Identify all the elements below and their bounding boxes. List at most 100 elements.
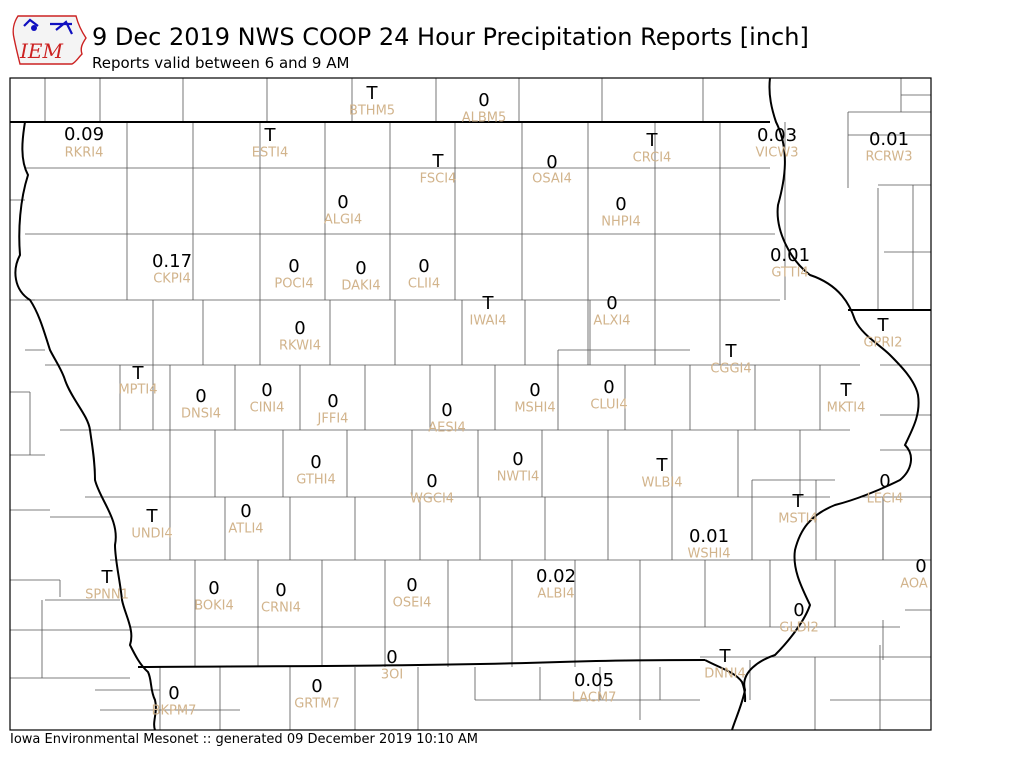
station-value: 0.09: [64, 124, 104, 145]
station-value: T: [101, 567, 114, 588]
station-id-label: POCI4: [274, 277, 313, 292]
station-id-label: RCRW3: [865, 150, 912, 165]
station-id-label: NHPI4: [601, 215, 640, 230]
station-id-label: WLBI4: [641, 476, 682, 491]
station-id-label: ALXI4: [593, 314, 630, 329]
station-id-label: CLUI4: [590, 398, 627, 413]
station-id-label: BKPM7: [152, 704, 197, 719]
station-id-label: BOKI4: [194, 599, 234, 614]
station-id-label: OSAI4: [532, 172, 572, 187]
station-value: 0.02: [536, 566, 576, 587]
station-value: 0: [288, 256, 299, 277]
county-lines: [10, 78, 931, 730]
station-value: T: [877, 315, 890, 336]
station-id-label: DNNI4: [704, 667, 746, 682]
station-value: 0: [208, 578, 219, 599]
station-id-label: GLDI2: [779, 621, 818, 636]
station-id-label: RKRI4: [65, 146, 104, 161]
station-value: 0: [311, 676, 322, 697]
station-id-label: CINI4: [250, 401, 285, 416]
station-id-label: WGCI4: [410, 492, 454, 507]
station-id-label: SPNN1: [85, 588, 129, 603]
station-value: T: [366, 83, 379, 104]
station-value: 0.03: [757, 125, 797, 146]
station-value: 0: [546, 152, 557, 173]
des-moines-river-border: [704, 659, 747, 703]
station-id-label: NWTI4: [497, 470, 540, 485]
station-value: 0: [879, 471, 890, 492]
chart-title: 9 Dec 2019 NWS COOP 24 Hour Precipitatio…: [92, 23, 809, 51]
station-id-label: AESI4: [428, 421, 465, 436]
chart-subtitle: Reports valid between 6 and 9 AM: [92, 54, 350, 72]
state-borders: [10, 78, 931, 730]
station-id-label: MPTI4: [118, 383, 157, 398]
station-id-label: MKTI4: [827, 401, 866, 416]
station-id-label: GTTI4: [771, 266, 808, 281]
station-id-label: CLII4: [408, 277, 440, 292]
station-value: T: [840, 380, 853, 401]
station-value: T: [646, 130, 659, 151]
station-value: 0: [310, 452, 321, 473]
station-id-label: WSHI4: [688, 547, 731, 562]
station-id-label: CGGI4: [710, 362, 751, 377]
station-value: 0: [615, 194, 626, 215]
station-id-label: FSCI4: [420, 172, 457, 187]
station-value: T: [792, 491, 805, 512]
station-value: 0: [606, 293, 617, 314]
station-id-label: 3OI: [381, 668, 403, 683]
station-id-label: ATLI4: [228, 522, 263, 537]
station-id-label: OSEI4: [393, 596, 432, 611]
station-value: 0: [529, 380, 540, 401]
station-value: 0: [240, 501, 251, 522]
station-value: 0: [512, 449, 523, 470]
station-value: T: [725, 341, 738, 362]
station-id-label: RKWI4: [279, 339, 321, 354]
station-id-label: MSTI4: [778, 512, 818, 527]
station-value: 0.01: [689, 526, 729, 547]
station-id-label: BTHM5: [349, 104, 395, 119]
station-id-label: JFFI4: [317, 412, 349, 427]
station-id-label: CRCI4: [633, 151, 672, 166]
station-value: T: [146, 506, 159, 527]
station-value: 0: [195, 386, 206, 407]
map-frame: [9, 77, 932, 731]
station-value: 0.01: [770, 245, 810, 266]
station-id-label: IWAI4: [470, 314, 507, 329]
station-id-label: LACM7: [572, 691, 617, 706]
